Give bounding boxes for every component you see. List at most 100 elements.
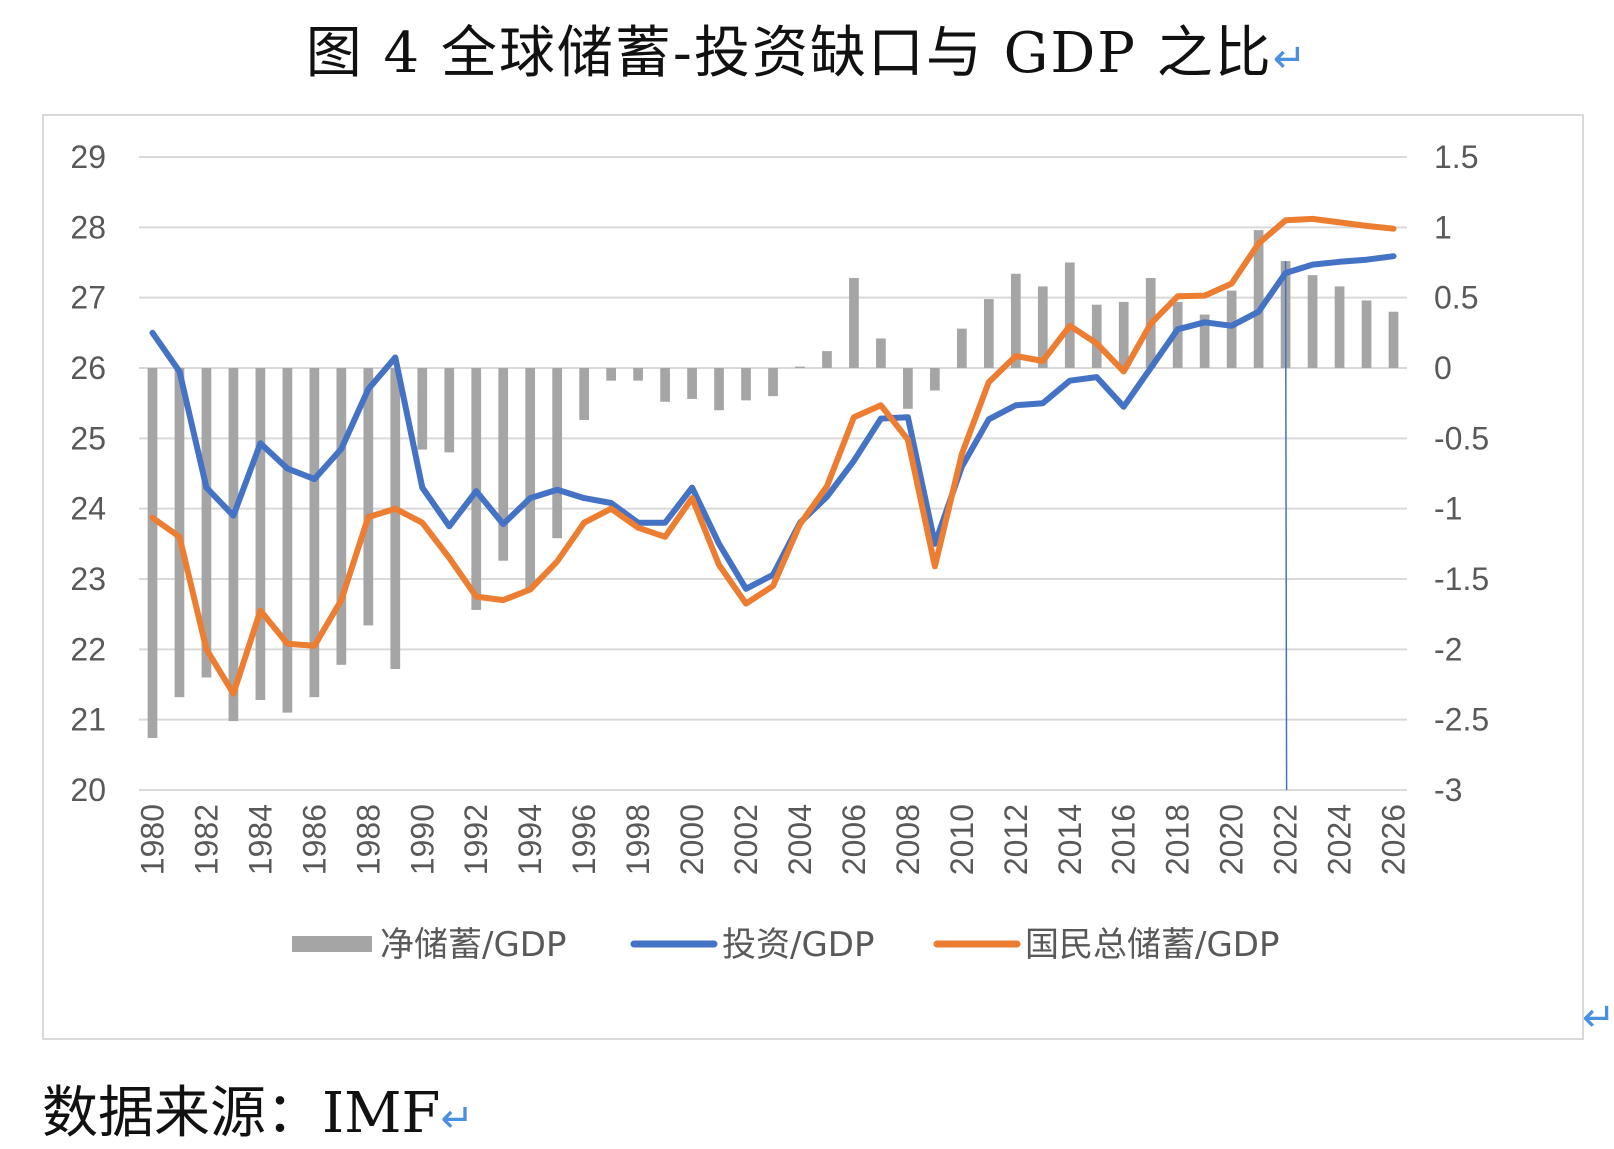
legend-net-savings-label: 净储蓄/GDP [380, 925, 567, 965]
y-right-tick-label: -1.5 [1434, 561, 1489, 597]
x-tick-label: 1988 [350, 804, 386, 875]
x-tick-label: 2020 [1214, 804, 1250, 875]
line-investment [149, 253, 1397, 592]
bar-net-savings [147, 368, 158, 738]
bar-net-savings [579, 368, 590, 421]
x-tick-label: 1996 [566, 804, 602, 875]
y-right-tick-label: 0 [1434, 350, 1452, 386]
legend-investment-label: 投资/GDP [722, 925, 875, 965]
y-right-tick-label: 1.5 [1434, 139, 1478, 175]
x-tick-label: 1984 [242, 804, 278, 875]
y-right-tick-label: 0.5 [1434, 280, 1478, 316]
bar-net-savings [1334, 286, 1345, 368]
figure-title-text: 图 4 全球储蓄-投资缺口与 GDP 之比 [305, 21, 1273, 86]
bar-net-savings [552, 368, 563, 539]
y-right-tick-label: -1 [1434, 491, 1462, 527]
bar-net-savings [930, 368, 940, 391]
y-left-tick-label: 25 [70, 420, 106, 456]
bar-net-savings [390, 368, 401, 670]
x-tick-label: 2014 [1052, 804, 1088, 875]
chart-area: 20 -3 21 -2.5 22 -2 23 -1.5 24 -1 25 -0.5 26 0 27 0.5 28… [42, 114, 1584, 1040]
bar-net-savings [714, 368, 724, 411]
x-tick-label: 2026 [1376, 804, 1412, 875]
x-tick-label: 2002 [728, 804, 764, 875]
bar-net-savings [174, 368, 185, 698]
bar-net-savings [1037, 286, 1048, 368]
bar-net-savings [255, 368, 266, 700]
bar-net-savings [687, 368, 697, 399]
bar-net-savings [606, 368, 616, 381]
bar-net-savings [1118, 301, 1129, 368]
bar-net-savings [983, 299, 994, 368]
y-left-tick-label: 29 [70, 139, 106, 175]
x-tick-label: 1986 [296, 804, 332, 875]
y-left-tick-label: 23 [70, 561, 106, 597]
y-left-tick-label: 21 [70, 702, 106, 738]
bar-net-savings [1064, 262, 1075, 368]
x-tick-label: 2008 [890, 804, 926, 875]
bar-net-savings [363, 368, 374, 626]
x-tick-label: 2018 [1160, 804, 1196, 875]
bar-net-savings [309, 368, 320, 698]
y-right-tick-label: -2 [1434, 631, 1462, 667]
bar-net-savings [1226, 290, 1237, 368]
paragraph-mark-icon: ↵ [440, 1096, 474, 1142]
y-left-tick-label: 24 [70, 491, 106, 527]
bar-net-savings [444, 368, 455, 453]
y-left-tick-label: 26 [70, 350, 106, 386]
y-left-tick-label: 27 [70, 280, 106, 316]
bar-net-savings [1172, 301, 1183, 368]
y-right-tick-label: 1 [1434, 209, 1452, 245]
bar-net-savings [660, 368, 670, 402]
y-right-tick-label: -3 [1434, 772, 1462, 808]
x-tick-label: 1990 [404, 804, 440, 875]
x-tick-label: 2006 [836, 804, 872, 875]
bar-net-savings [768, 368, 778, 397]
bar-net-savings [1010, 273, 1021, 368]
bar-net-savings [498, 368, 509, 561]
bar-net-savings [201, 368, 212, 678]
bar-net-savings [282, 368, 293, 713]
legend-net-savings-swatch [292, 936, 372, 952]
bar-net-savings [849, 277, 859, 368]
bar-net-savings [336, 368, 347, 665]
bar-net-savings [1388, 311, 1399, 368]
source-text: 数据来源：IMF [42, 1081, 441, 1146]
bar-net-savings [956, 328, 967, 368]
bar-net-savings [1091, 304, 1102, 368]
x-tick-label: 1980 [134, 804, 170, 875]
bar-net-savings [903, 368, 913, 409]
bar-net-savings [417, 368, 428, 450]
paragraph-mark-icon: ↵ [1582, 995, 1614, 1041]
bar-net-savings [741, 368, 751, 401]
bar-net-savings [1253, 230, 1264, 368]
x-tick-label: 1998 [620, 804, 656, 875]
x-tick-label: 2024 [1322, 804, 1358, 875]
paragraph-mark-icon: ↵ [1272, 36, 1309, 82]
bar-net-savings [525, 368, 536, 589]
x-tick-label: 2012 [998, 804, 1034, 875]
x-tick-label: 2004 [782, 804, 818, 875]
line-gross-savings [149, 215, 1397, 697]
marker-line-2022 [1284, 261, 1288, 791]
x-tick-label: 1994 [512, 804, 548, 875]
y-left-tick-label: 20 [70, 772, 106, 808]
bar-net-savings [876, 338, 886, 368]
bar-net-savings [1199, 314, 1210, 368]
x-tick-label: 2022 [1268, 804, 1304, 875]
bar-net-savings [822, 351, 832, 368]
bar-net-savings [795, 366, 805, 368]
source-note: 数据来源：IMF↵ [42, 1068, 474, 1149]
y-left-tick-label: 28 [70, 209, 106, 245]
bar-net-savings [1307, 275, 1318, 368]
y-right-tick-label: -0.5 [1434, 420, 1489, 456]
x-tick-label: 1982 [188, 804, 224, 875]
y-right-tick-label: -2.5 [1434, 702, 1489, 738]
bar-net-savings [633, 368, 643, 381]
chart-svg: 20 -3 21 -2.5 22 -2 23 -1.5 24 -1 25 -0.5 26 0 27 0.5 28… [70, 139, 1489, 965]
figure-title: 图 4 全球储蓄-投资缺口与 GDP 之比↵ [0, 8, 1614, 89]
x-tick-label: 2016 [1106, 804, 1142, 875]
legend-gross-savings-label: 国民总储蓄/GDP [1025, 925, 1280, 965]
x-tick-label: 2000 [674, 804, 710, 875]
bar-net-savings [228, 368, 239, 722]
